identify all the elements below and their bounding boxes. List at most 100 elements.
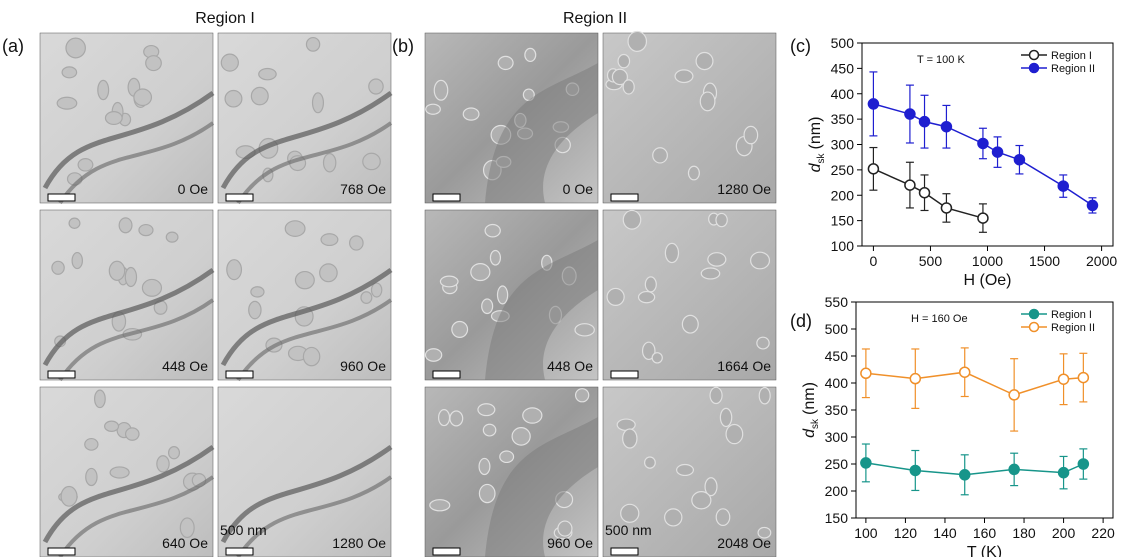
x-tick-label: 180 <box>1012 525 1036 541</box>
skyrmion <box>85 439 98 451</box>
legend-label: Region I <box>1051 50 1092 62</box>
skyrmion <box>498 56 513 69</box>
y-tick-label: 200 <box>825 483 849 499</box>
x-tick-label: 2000 <box>1086 253 1117 269</box>
data-point <box>941 203 951 213</box>
skyrmion <box>221 54 238 71</box>
y-tick-label: 150 <box>831 213 855 229</box>
skyrmion <box>61 487 77 507</box>
skyrmion <box>512 428 530 446</box>
data-point <box>910 374 920 384</box>
x-tick-label: 1000 <box>972 253 1003 269</box>
scale-bar <box>611 371 638 378</box>
skyrmion <box>78 159 93 171</box>
x-tick-label: 120 <box>894 525 918 541</box>
y-tick-label: 450 <box>825 348 849 364</box>
x-tick-label: 200 <box>1052 525 1076 541</box>
image-caption: 1280 Oe <box>332 535 386 551</box>
skyrmion <box>105 112 122 125</box>
micrograph: 1280 Oe <box>603 31 776 203</box>
legend-label: Region II <box>1051 322 1095 334</box>
image-background <box>603 210 776 380</box>
skyrmion <box>125 268 136 287</box>
skyrmion <box>371 283 381 297</box>
data-point <box>960 367 970 377</box>
data-point <box>1058 181 1068 191</box>
skyrmion <box>479 458 490 474</box>
data-point <box>905 180 915 190</box>
skyrmion <box>57 97 77 109</box>
skyrmion <box>478 404 495 416</box>
skyrmion <box>688 166 699 180</box>
y-tick-label: 400 <box>831 86 855 102</box>
skyrmion <box>259 68 276 79</box>
y-label-unit: (nm) <box>801 382 818 415</box>
data-point <box>1009 464 1019 474</box>
scale-bar <box>226 371 253 378</box>
image-caption: 0 Oe <box>563 181 594 197</box>
skyrmion <box>320 264 338 282</box>
data-point <box>1059 374 1069 384</box>
y-tick-label: 350 <box>831 111 855 127</box>
skyrmion <box>701 268 719 279</box>
scale-bar <box>433 194 460 201</box>
micrograph: 960 Oe <box>218 210 391 380</box>
data-point <box>1009 390 1019 400</box>
x-tick-label: 500 <box>919 253 943 269</box>
scale-bar <box>433 548 460 555</box>
y-label-unit: (nm) <box>807 117 824 150</box>
y-axis-label: dsk(nm) <box>801 382 821 438</box>
skyrmion <box>665 509 682 526</box>
skyrmion <box>86 468 97 485</box>
data-point <box>1059 468 1069 478</box>
skyrmion <box>653 148 668 163</box>
y-tick-label: 500 <box>831 35 855 51</box>
image-caption: 448 Oe <box>162 358 208 374</box>
skyrmion <box>69 218 80 228</box>
panel-label: (c) <box>790 36 811 56</box>
skyrmion <box>621 504 639 522</box>
skyrmion <box>142 279 161 296</box>
skyrmion <box>95 390 106 407</box>
skyrmion <box>645 277 656 292</box>
scale-bar <box>48 371 75 378</box>
data-point <box>861 458 871 468</box>
skyrmion <box>363 153 380 169</box>
data-point <box>1078 459 1088 469</box>
skyrmion <box>227 260 242 280</box>
panel-label: (b) <box>392 36 414 56</box>
skyrmion <box>623 80 634 94</box>
skyrmion <box>665 243 678 262</box>
skyrmion <box>617 419 635 430</box>
skyrmion <box>105 421 119 431</box>
annotation: H = 160 Oe <box>911 313 968 325</box>
image-background <box>218 33 391 203</box>
skyrmion <box>146 56 162 71</box>
x-tick-label: 220 <box>1091 525 1115 541</box>
micrograph: 1664 Oe <box>603 210 776 380</box>
micrograph: 448 Oe <box>40 210 213 380</box>
skyrmion <box>169 447 180 459</box>
skyrmion <box>645 457 656 468</box>
skyrmion <box>708 253 726 266</box>
figure: Region I Region II (a) (b) 0 Oe768 Oe448… <box>0 0 1134 557</box>
annotation: T = 100 K <box>917 54 965 66</box>
skyrmion <box>675 70 693 83</box>
series-line <box>866 463 1083 475</box>
data-point <box>910 465 920 475</box>
data-point <box>978 138 988 148</box>
scale-bar <box>226 194 253 201</box>
image-caption: 768 Oe <box>340 181 386 197</box>
data-point <box>960 470 970 480</box>
skyrmion <box>119 218 132 233</box>
y-tick-label: 550 <box>825 294 849 310</box>
skyrmion <box>639 292 655 303</box>
legend-label: Region II <box>1051 63 1095 75</box>
skyrmion <box>751 252 770 269</box>
micrograph: 640 Oe <box>40 387 213 557</box>
skyrmion <box>361 292 372 304</box>
skyrmion <box>426 104 441 114</box>
skyrmion <box>306 38 319 52</box>
